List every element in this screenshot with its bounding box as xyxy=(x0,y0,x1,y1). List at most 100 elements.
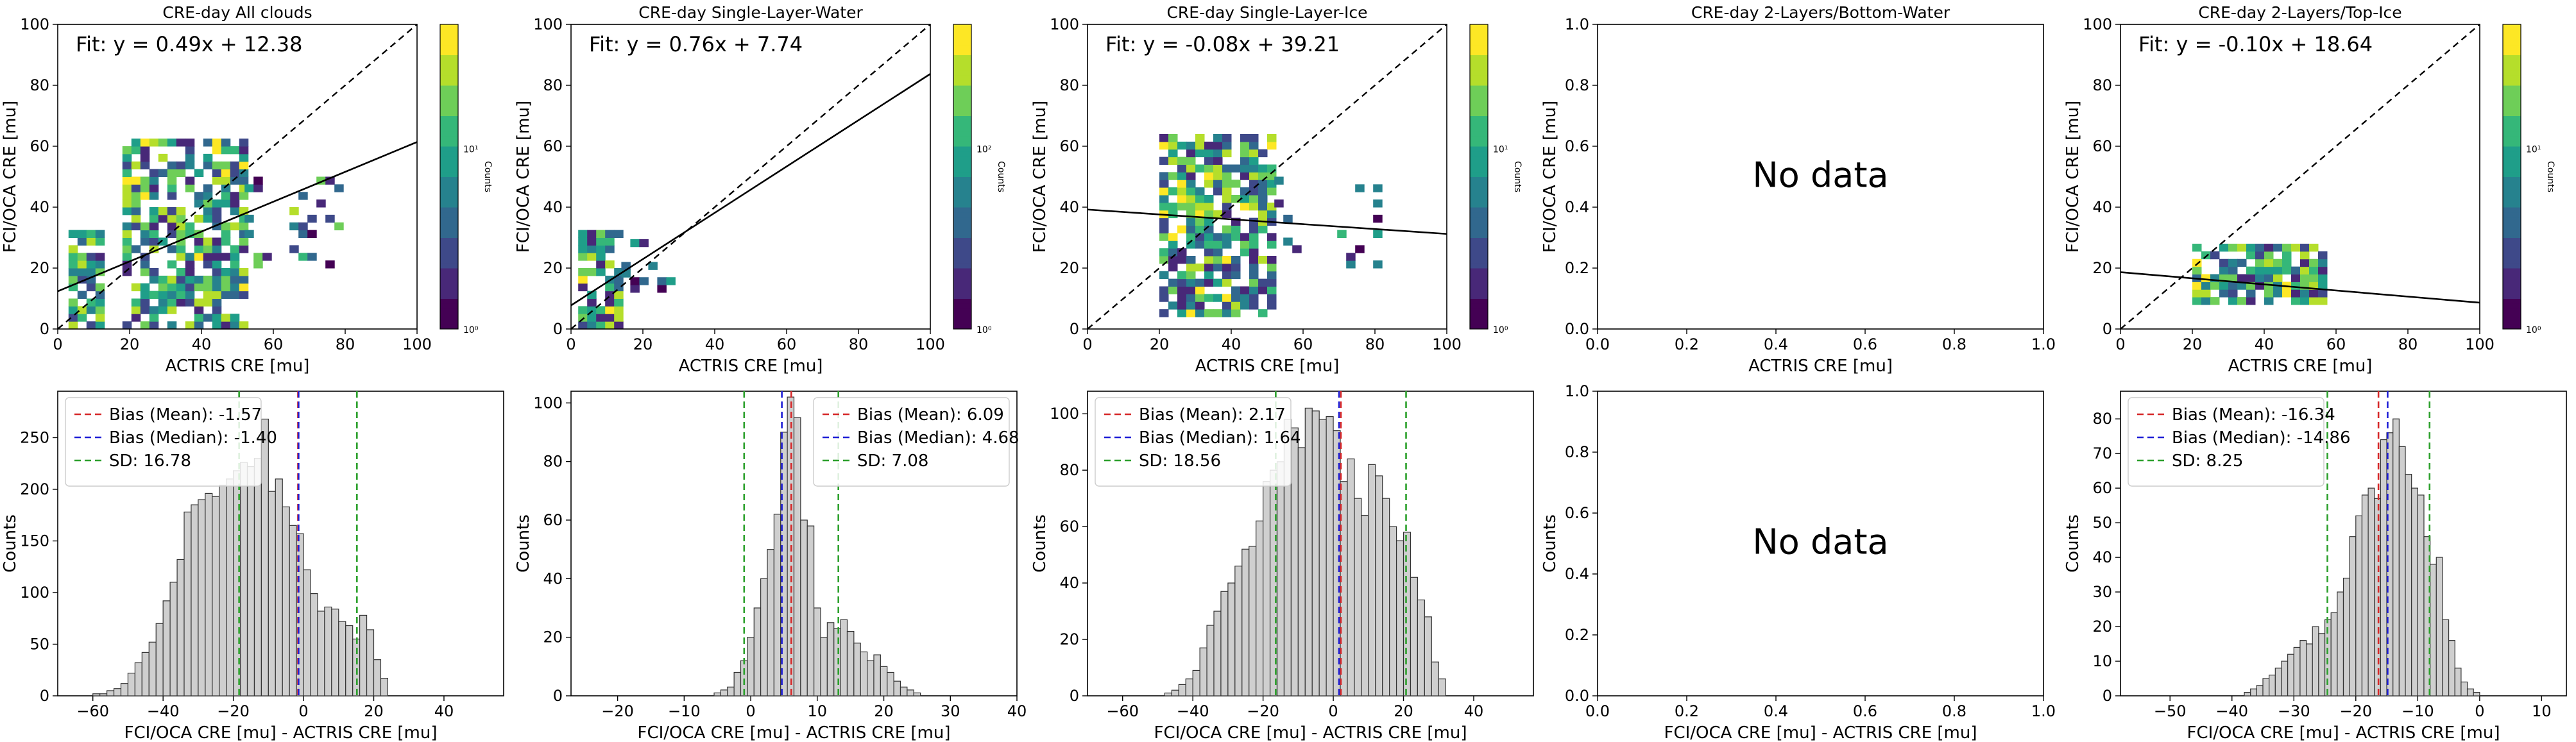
heatmap-cell xyxy=(1222,256,1232,264)
colorbar-segment xyxy=(1470,161,1488,167)
x-tick-label: 40 xyxy=(1222,335,1241,353)
x-tick-label: 20 xyxy=(1394,702,1413,720)
heatmap-cell xyxy=(2264,244,2274,252)
heatmap-cell xyxy=(2264,274,2274,282)
heatmap-cell xyxy=(578,314,588,322)
heatmap-cell xyxy=(122,184,132,192)
heatmap-cell xyxy=(2237,258,2247,267)
scatter-panel-2: CRE-day Single-Layer-Water 0 20 40 60 80 100 0 2… xyxy=(514,3,1006,376)
heatmap-cell xyxy=(239,237,249,246)
histogram-bar xyxy=(2318,633,2326,696)
colorbar-segment xyxy=(2503,95,2521,101)
x-tick-label: 100 xyxy=(402,335,432,353)
y-tick-label: 0 xyxy=(40,320,49,338)
heatmap-cell xyxy=(68,253,78,261)
heatmap-cell xyxy=(167,321,177,330)
heatmap-cell xyxy=(2237,274,2247,282)
heatmap-cell xyxy=(1168,202,1178,211)
heatmap-cell xyxy=(203,253,213,261)
heatmap-cell xyxy=(596,260,606,269)
colorbar-segment xyxy=(440,141,458,147)
heatmap-cell xyxy=(1274,199,1284,208)
heatmap-cell xyxy=(1204,256,1214,264)
heatmap-cell xyxy=(2246,274,2256,282)
heatmap-cell xyxy=(176,139,186,147)
heatmap-cell xyxy=(185,283,195,292)
heatmap-cell xyxy=(140,176,150,185)
heatmap-cell xyxy=(1195,225,1205,233)
heatmap-cell xyxy=(2219,258,2229,267)
heatmap-cell xyxy=(86,306,96,314)
colorbar-segment xyxy=(440,75,458,81)
colorbar-frame xyxy=(1469,24,1488,330)
heatmap-cell xyxy=(167,291,177,299)
y-tick-label: 0.8 xyxy=(1565,443,1589,461)
heatmap-cell xyxy=(77,230,87,238)
colorbar: 10⁰ 10¹ Counts xyxy=(2502,24,2555,335)
heatmap-cell xyxy=(1249,294,1259,302)
histogram-bar xyxy=(373,659,382,696)
heatmap-cell xyxy=(1204,141,1214,150)
heatmap-cell xyxy=(1231,286,1241,294)
fit-line xyxy=(57,141,418,292)
y-tick-label: 20 xyxy=(1059,630,1079,648)
heatmap-cell xyxy=(1204,172,1214,180)
colorbar-segment xyxy=(1470,136,1488,142)
x-tick-label: 1.0 xyxy=(2031,702,2056,720)
heatmap-cell xyxy=(2291,297,2301,305)
heatmap-cell xyxy=(2201,251,2211,260)
heatmap-cell xyxy=(1258,202,1268,211)
histogram-bar xyxy=(359,614,368,696)
heatmap-cell xyxy=(140,230,150,238)
heatmap-cell xyxy=(140,222,150,231)
y-tick-label: 150 xyxy=(20,532,49,550)
heatmap-cell xyxy=(131,298,141,307)
heatmap-cell xyxy=(176,161,186,170)
heatmap-cell xyxy=(86,298,96,307)
colorbar-segment xyxy=(1470,314,1488,319)
heatmap-cell xyxy=(2246,289,2256,298)
histogram-bar xyxy=(1354,498,1362,696)
heatmap-cell xyxy=(1240,301,1250,310)
colorbar-segment xyxy=(2503,222,2521,228)
histogram-bar xyxy=(907,689,914,696)
legend-label: Bias (Median): -1.40 xyxy=(109,428,277,448)
heatmap-cell xyxy=(2318,258,2328,267)
histogram-bar xyxy=(169,582,178,696)
colorbar-segment xyxy=(953,207,971,213)
heatmap-cell xyxy=(596,268,606,276)
heatmap-cell xyxy=(2246,251,2256,260)
heatmap-cell xyxy=(1213,278,1223,287)
heatmap-cell xyxy=(239,321,249,330)
colorbar-segment xyxy=(2503,100,2521,106)
heatmap-cell xyxy=(239,139,249,147)
colorbar-segment xyxy=(2503,60,2521,65)
heatmap-cell xyxy=(221,283,231,292)
x-tick-label: 30 xyxy=(941,702,960,720)
heatmap-cell xyxy=(1231,271,1241,280)
heatmap-cell xyxy=(2300,258,2310,267)
colorbar-segment xyxy=(2503,202,2521,208)
colorbar-label: Counts xyxy=(2545,161,2555,192)
heatmap-cell xyxy=(194,169,204,177)
heatmap-cell xyxy=(122,199,132,208)
heatmap-cell xyxy=(149,214,159,223)
heatmap-cell xyxy=(230,321,240,330)
heatmap-cell xyxy=(167,275,177,284)
colorbar-segment xyxy=(953,70,971,76)
heatmap-cell xyxy=(2300,289,2310,298)
heatmap-cell xyxy=(1267,141,1277,150)
colorbar-segment xyxy=(440,44,458,51)
colorbar-segment xyxy=(440,136,458,142)
heatmap-cell xyxy=(122,245,132,253)
colorbar-segment xyxy=(953,212,971,218)
heatmap-cell xyxy=(131,192,141,200)
heatmap-cell xyxy=(131,184,141,192)
heatmap-cell xyxy=(212,139,222,147)
heatmap-cell xyxy=(1258,164,1268,173)
heatmap-cell xyxy=(230,192,240,200)
heatmap-cell xyxy=(1186,301,1196,310)
heatmap-cell xyxy=(158,237,168,246)
histogram-bar xyxy=(2256,685,2264,696)
heatmap-cell xyxy=(230,245,240,253)
